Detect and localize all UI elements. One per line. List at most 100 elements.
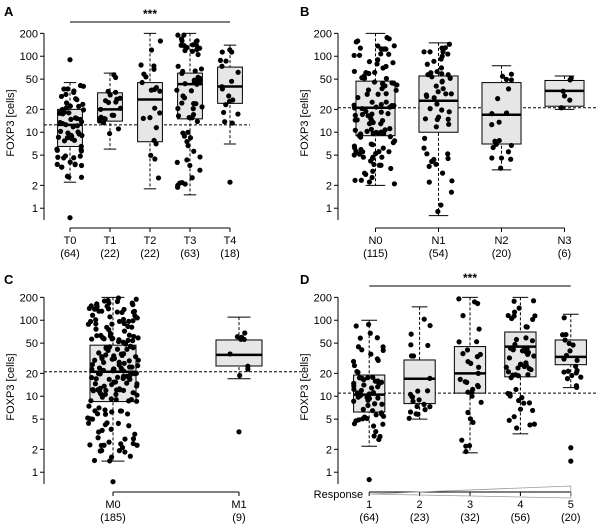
data-point <box>185 129 191 135</box>
data-point <box>365 113 371 119</box>
y-tick-label: 10 <box>320 127 332 139</box>
data-point <box>116 386 123 392</box>
data-point <box>421 316 427 322</box>
data-point <box>421 401 427 407</box>
data-point <box>523 362 529 368</box>
y-axis-label: FOXP3 [cells] <box>5 89 17 156</box>
count-label: (22) <box>140 248 160 260</box>
data-point <box>57 109 63 115</box>
data-point <box>446 121 452 127</box>
data-point <box>434 101 440 107</box>
y-tick-label: 5 <box>326 414 332 426</box>
outlier-point <box>227 179 233 185</box>
data-point <box>192 68 198 74</box>
data-point <box>223 58 229 64</box>
y-tick-label: 100 <box>20 51 38 63</box>
data-point <box>413 411 419 417</box>
data-point <box>58 93 65 100</box>
x-tick-label: N3 <box>557 235 571 247</box>
x-axis-label: Response <box>314 489 364 501</box>
data-point <box>189 115 195 121</box>
data-point <box>380 80 386 86</box>
data-point <box>368 141 374 147</box>
x-tick-label: 2 <box>417 499 423 511</box>
data-point <box>478 399 484 405</box>
data-point <box>101 115 107 122</box>
data-point <box>519 395 525 401</box>
data-point <box>104 324 110 330</box>
data-point <box>361 382 367 388</box>
data-point <box>407 391 414 397</box>
data-point <box>175 182 181 188</box>
data-point <box>120 387 127 393</box>
data-point <box>353 323 359 329</box>
data-point <box>425 342 431 349</box>
count-label: (6) <box>558 248 571 260</box>
data-point <box>87 442 93 448</box>
data-point <box>130 345 136 351</box>
data-point <box>96 405 102 411</box>
data-point <box>106 376 112 382</box>
data-point <box>140 115 146 121</box>
data-point <box>372 401 378 407</box>
y-tick-label: 100 <box>20 315 38 327</box>
data-point <box>126 318 132 324</box>
data-point <box>383 46 389 52</box>
data-point <box>376 436 382 443</box>
count-label: (115) <box>363 248 388 260</box>
data-point <box>228 78 235 84</box>
data-point <box>431 58 437 64</box>
data-point <box>94 333 100 339</box>
data-point <box>360 406 366 412</box>
data-point <box>86 403 92 409</box>
data-point <box>473 339 480 345</box>
data-point <box>199 104 205 110</box>
data-point <box>63 91 69 98</box>
count-label: (22) <box>100 248 120 260</box>
data-point <box>191 77 197 83</box>
data-point <box>106 130 113 137</box>
y-tick-label: 2 <box>32 444 38 456</box>
data-point <box>351 52 357 59</box>
data-point <box>370 374 376 380</box>
data-point <box>424 61 430 67</box>
data-point <box>89 362 96 368</box>
significance-label: *** <box>463 271 477 285</box>
data-point <box>197 167 203 173</box>
data-point <box>511 313 517 319</box>
y-tick-label: 10 <box>320 391 332 403</box>
data-point <box>135 357 141 363</box>
data-point <box>229 49 235 55</box>
data-point <box>122 436 128 442</box>
data-point <box>429 74 435 80</box>
x-tick-label: N0 <box>368 235 382 247</box>
y-tick-label: 5 <box>32 150 38 162</box>
data-point <box>508 156 514 162</box>
data-point <box>380 130 386 137</box>
data-point <box>139 79 145 86</box>
data-point <box>135 363 141 369</box>
count-label: (64) <box>359 512 379 524</box>
data-point <box>355 94 361 101</box>
y-tick-label: 1 <box>32 467 38 479</box>
y-tick-label: 200 <box>20 28 38 40</box>
data-point <box>517 406 524 412</box>
data-point <box>459 437 465 443</box>
data-point <box>179 179 185 186</box>
data-point <box>107 330 114 337</box>
data-point <box>112 379 119 385</box>
y-tick-label: 200 <box>314 28 332 40</box>
data-point <box>79 132 85 139</box>
data-point <box>376 162 383 168</box>
data-point <box>388 165 394 172</box>
outlier-point <box>568 445 574 451</box>
data-point <box>129 364 135 370</box>
data-point <box>115 126 122 132</box>
data-point <box>119 352 125 358</box>
data-point <box>366 321 372 328</box>
data-point <box>519 348 526 354</box>
data-point <box>378 51 384 57</box>
data-point <box>197 75 203 82</box>
data-point <box>352 177 358 183</box>
y-tick-label: 50 <box>26 338 38 350</box>
